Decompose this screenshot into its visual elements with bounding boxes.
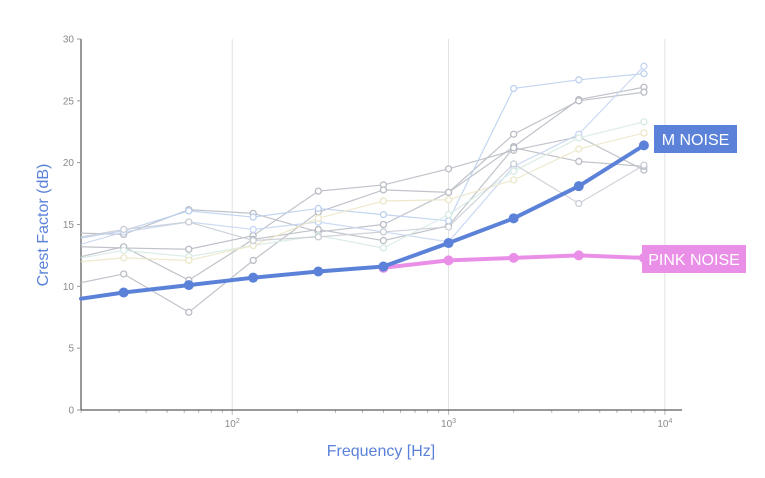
y-tick-label: 20 xyxy=(63,158,75,169)
background-series-line xyxy=(80,132,645,263)
background-data-point xyxy=(120,270,128,278)
background-data-point xyxy=(444,210,453,219)
background-data-point xyxy=(444,196,453,204)
x-tick-label: 103 xyxy=(441,418,456,430)
y-tick-label: 15 xyxy=(63,220,75,231)
background-series-group xyxy=(80,62,648,316)
background-data-point xyxy=(249,225,257,234)
data-point xyxy=(508,252,519,263)
background-data-point xyxy=(444,165,453,173)
data-point xyxy=(443,255,454,266)
y-tick-label: 5 xyxy=(68,344,74,355)
background-data-point xyxy=(510,176,518,184)
y-tick-label: 30 xyxy=(63,35,75,46)
data-point xyxy=(248,272,259,283)
background-data-point xyxy=(185,207,193,215)
data-point xyxy=(378,261,389,272)
background-series-line xyxy=(80,65,645,245)
background-data-point xyxy=(379,220,388,229)
background-data-point xyxy=(444,223,453,231)
background-data-point xyxy=(510,84,518,93)
background-data-point xyxy=(640,161,648,169)
background-data-point xyxy=(185,308,193,316)
y-tick-label: 10 xyxy=(63,282,75,293)
series-labels: M NOISE PINK NOISE xyxy=(642,125,746,273)
background-series-line xyxy=(80,73,644,239)
series-label-tag xyxy=(642,245,746,273)
data-point xyxy=(573,250,584,261)
background-data-point xyxy=(314,204,322,213)
background-data-point xyxy=(575,157,583,166)
background-series-line xyxy=(80,136,645,250)
series-label-text: M NOISE xyxy=(662,132,730,149)
highlighted-series-group xyxy=(79,140,649,301)
x-axis-title: Frequency [Hz] xyxy=(327,443,435,460)
background-data-point xyxy=(120,254,128,262)
data-point xyxy=(638,140,649,151)
x-tick-label: 104 xyxy=(657,418,672,430)
background-data-point xyxy=(444,188,453,196)
background-data-point xyxy=(185,256,193,265)
data-point xyxy=(573,181,584,192)
background-data-point xyxy=(640,69,648,78)
background-data-point xyxy=(185,218,193,226)
background-data-point xyxy=(640,129,648,137)
background-data-point xyxy=(575,97,583,105)
background-data-point xyxy=(314,187,322,195)
axes: 0 5 10 15 20 25 30 102 103 104 xyxy=(63,35,682,430)
background-data-point xyxy=(379,228,388,236)
background-data-point xyxy=(314,214,322,222)
background-data-point xyxy=(575,76,583,84)
y-tick-label: 25 xyxy=(63,96,75,107)
background-data-point xyxy=(379,236,388,245)
background-data-point xyxy=(575,134,583,142)
series-label-tag xyxy=(654,125,737,153)
background-data-point xyxy=(379,210,388,219)
background-data-point xyxy=(510,144,518,152)
data-point xyxy=(508,213,519,224)
background-data-point xyxy=(379,244,388,252)
background-data-point xyxy=(510,167,518,175)
background-data-point xyxy=(640,118,648,126)
background-data-point xyxy=(249,213,257,221)
background-series-line xyxy=(80,121,645,259)
background-data-point xyxy=(510,160,518,168)
background-data-point xyxy=(575,145,583,153)
background-data-point xyxy=(379,186,388,194)
background-data-point xyxy=(444,217,453,225)
background-data-point xyxy=(640,88,648,96)
background-data-point xyxy=(379,197,388,205)
background-data-point xyxy=(249,256,257,265)
background-data-point xyxy=(185,245,193,253)
background-series-line xyxy=(80,163,645,242)
data-point xyxy=(118,287,129,298)
background-data-point xyxy=(120,246,128,255)
background-data-point xyxy=(314,233,322,241)
data-point xyxy=(313,266,324,277)
background-data-point xyxy=(249,236,257,245)
background-data-point xyxy=(510,130,518,138)
background-data-point xyxy=(120,225,128,234)
data-point xyxy=(443,238,454,249)
background-data-point xyxy=(575,199,583,208)
y-axis-title: Crest Factor (dB) xyxy=(35,164,52,287)
series-label-text: PINK NOISE xyxy=(648,252,740,269)
background-series-line xyxy=(80,86,645,235)
background-series-line xyxy=(80,91,644,314)
x-tick-label: 102 xyxy=(225,418,240,430)
series-line xyxy=(79,143,646,301)
background-series-line xyxy=(80,147,644,281)
data-point xyxy=(183,280,194,291)
y-tick-label: 0 xyxy=(68,406,74,417)
background-data-point xyxy=(314,225,322,234)
background-data-point xyxy=(640,62,648,70)
